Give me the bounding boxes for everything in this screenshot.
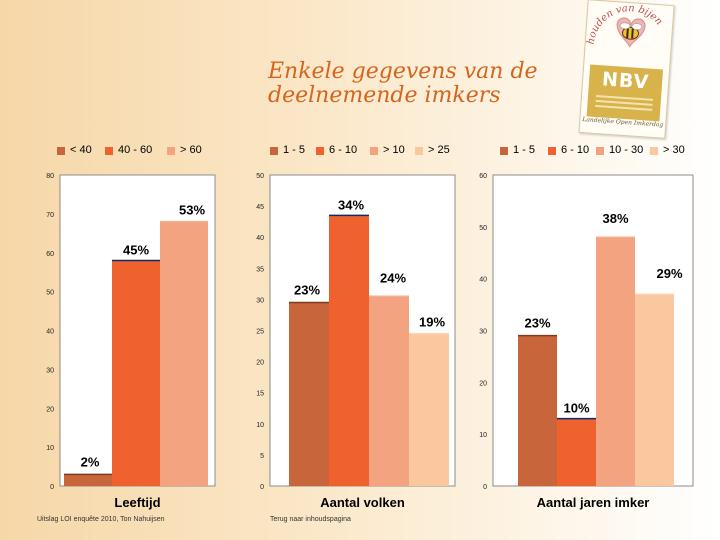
legend-label: > 10 bbox=[383, 144, 405, 156]
y-tick-label: 45 bbox=[256, 204, 264, 211]
bar bbox=[557, 418, 596, 486]
y-tick-label: 0 bbox=[483, 484, 487, 491]
y-tick-label: 35 bbox=[256, 266, 264, 273]
legend-label: 1 - 5 bbox=[513, 144, 536, 156]
legend-swatch bbox=[500, 147, 508, 155]
data-label: 29% bbox=[656, 266, 682, 281]
y-tick-label: 20 bbox=[256, 360, 264, 367]
logo-emblem: houden van bijen bbox=[586, 0, 666, 50]
bar bbox=[112, 260, 160, 486]
legend-label: < 40 bbox=[70, 144, 92, 156]
data-label: 34% bbox=[338, 197, 364, 212]
legend-swatch bbox=[370, 147, 378, 155]
footer-source: Uitslag LOI enquête 2010, Ton Nahuijsen bbox=[37, 516, 165, 523]
legend-label: 6 - 10 bbox=[329, 144, 358, 156]
data-label: 45% bbox=[123, 243, 149, 258]
legend-swatch bbox=[57, 147, 65, 155]
y-tick-label: 20 bbox=[479, 380, 487, 387]
legend-label: 10 - 30 bbox=[609, 144, 644, 156]
x-axis-label: Leeftijd bbox=[114, 495, 160, 510]
x-axis-label: Aantal volken bbox=[320, 495, 405, 510]
x-axis-label: Aantal jaren imker bbox=[537, 495, 650, 510]
y-tick-label: 20 bbox=[46, 406, 54, 413]
legend-leeftijd: < 40 40 - 60 > 60 bbox=[57, 144, 227, 158]
footer-back-link[interactable]: Terug naar inhoudspagina bbox=[270, 516, 351, 523]
y-tick-label: 5 bbox=[260, 453, 264, 460]
logo-brand: NBV bbox=[601, 68, 651, 94]
bar bbox=[409, 333, 449, 486]
chart-leeftijd-svg: 0 10 20 30 40 50 60 70 80 2% 45% 53% Leeftijd bbox=[46, 173, 216, 510]
data-label: 38% bbox=[602, 211, 628, 226]
data-label: 23% bbox=[524, 316, 550, 331]
y-tick-label: 10 bbox=[479, 432, 487, 439]
data-label: 24% bbox=[380, 270, 406, 285]
data-label: 10% bbox=[563, 401, 589, 416]
legend-swatch bbox=[596, 147, 604, 155]
legend-label: 1 - 5 bbox=[283, 144, 306, 156]
chart-leeftijd: 0 10 20 30 40 50 60 70 80 2% 45% 53% Leeftijd bbox=[25, 170, 240, 516]
legend-label: > 25 bbox=[428, 144, 450, 156]
legend-label: 40 - 60 bbox=[118, 144, 153, 156]
data-label: 23% bbox=[294, 283, 320, 298]
y-tick-label: 80 bbox=[46, 173, 54, 180]
y-tick-label: 10 bbox=[256, 422, 264, 429]
logo-panel: NBV bbox=[586, 64, 664, 122]
y-tick-label: 60 bbox=[479, 173, 487, 180]
y-tick-label: 60 bbox=[46, 251, 54, 258]
y-tick-label: 50 bbox=[46, 290, 54, 297]
y-tick-label: 50 bbox=[479, 225, 487, 232]
legend-swatch bbox=[415, 147, 423, 155]
data-label: 53% bbox=[179, 203, 205, 218]
y-tick-label: 0 bbox=[50, 484, 54, 491]
legend-swatch bbox=[105, 147, 113, 155]
y-tick-label: 0 bbox=[260, 484, 264, 491]
legend-swatch bbox=[270, 147, 278, 155]
y-tick-label: 15 bbox=[256, 391, 264, 398]
y-tick-label: 40 bbox=[256, 235, 264, 242]
chart-aantal-volken: 0 5 10 15 20 25 30 35 40 45 50 23% 34% 24% 19% Aantal v… bbox=[245, 170, 463, 516]
y-tick-label: 50 bbox=[256, 173, 264, 180]
legend-aantal-volken: 1 - 5 6 - 10 > 10 > 25 bbox=[270, 144, 460, 158]
chart-aantal-jaren-imker: 0 10 20 30 40 50 60 23% 10% 38% 29% Aantal jaren im… bbox=[475, 170, 700, 516]
legend-swatch bbox=[316, 147, 324, 155]
y-tick-label: 40 bbox=[479, 277, 487, 284]
legend-label: > 60 bbox=[180, 144, 202, 156]
bar bbox=[289, 302, 329, 486]
y-tick-label: 30 bbox=[256, 297, 264, 304]
legend-label: 6 - 10 bbox=[561, 144, 590, 156]
y-tick-label: 30 bbox=[479, 329, 487, 336]
chart-aantal-volken-svg: 0 5 10 15 20 25 30 35 40 45 50 23% 34% 24% 19% Aantal v… bbox=[256, 173, 456, 510]
nbv-logo: houden van bijen NBV Landelijke Open Imk… bbox=[578, 0, 675, 139]
bar bbox=[329, 215, 369, 486]
y-tick-label: 30 bbox=[46, 367, 54, 374]
bar bbox=[369, 296, 409, 486]
data-label: 19% bbox=[419, 315, 445, 330]
page-title: Enkele gegevens van de deelnemende imker… bbox=[268, 59, 538, 108]
bar bbox=[635, 294, 674, 486]
legend-swatch bbox=[167, 147, 175, 155]
bar bbox=[518, 335, 557, 486]
bar bbox=[64, 474, 112, 486]
legend-aantal-jaren-imker: 1 - 5 6 - 10 10 - 30 > 30 bbox=[500, 144, 710, 158]
data-label: 2% bbox=[81, 454, 100, 469]
y-tick-label: 25 bbox=[256, 329, 264, 336]
bar bbox=[596, 237, 635, 486]
y-tick-label: 10 bbox=[46, 445, 54, 452]
chart-aantal-jaren-imker-svg: 0 10 20 30 40 50 60 23% 10% 38% 29% Aantal jaren im… bbox=[479, 173, 694, 510]
legend-swatch bbox=[548, 147, 556, 155]
legend-label: > 30 bbox=[663, 144, 685, 156]
y-tick-label: 70 bbox=[46, 212, 54, 219]
legend-swatch bbox=[650, 147, 658, 155]
y-tick-label: 40 bbox=[46, 329, 54, 336]
bar bbox=[160, 221, 208, 486]
